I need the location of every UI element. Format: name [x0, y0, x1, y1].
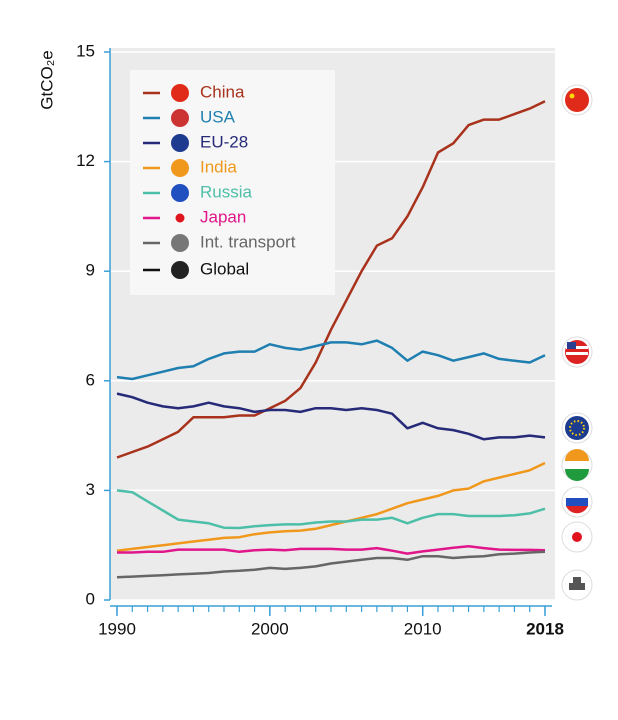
- legend-icon: [171, 109, 189, 127]
- legend-label: Global: [200, 259, 249, 278]
- flag-china: [561, 84, 593, 116]
- legend-icon: [171, 84, 189, 102]
- y-axis-label: GtCO₂e: [37, 50, 56, 110]
- legend-icon: [171, 159, 189, 177]
- series-line: [116, 339, 546, 381]
- series-line: [116, 489, 546, 530]
- legend-label: Japan: [200, 207, 246, 226]
- x-tick-label: 2000: [251, 619, 289, 638]
- flag-russia: [561, 486, 593, 518]
- legend-label: EU-28: [200, 132, 248, 151]
- legend-label: Int. transport: [200, 232, 296, 251]
- series-line: [116, 100, 546, 459]
- lines: [116, 100, 546, 579]
- x-tick-label: 2018: [526, 619, 564, 638]
- y-tick-label: 6: [86, 370, 95, 389]
- series-line: [116, 392, 546, 441]
- y-tick-label: 3: [86, 480, 95, 499]
- x-tick-label: 2010: [404, 619, 442, 638]
- icon-transport: [561, 569, 593, 601]
- legend-label: Russia: [200, 182, 253, 201]
- x-tick-label: 1990: [98, 619, 136, 638]
- y-tick-label: 9: [86, 261, 95, 280]
- y-tick-label: 12: [76, 151, 95, 170]
- series-line: [116, 550, 546, 579]
- flag-japan: [561, 521, 593, 553]
- y-tick-label: 0: [86, 589, 95, 608]
- flag-india: [561, 449, 593, 481]
- legend-label: USA: [200, 107, 236, 126]
- flag-eu: [561, 412, 593, 444]
- flag-usa: [561, 336, 593, 368]
- y-tick-label: 15: [76, 41, 95, 60]
- legend-icon: [171, 234, 189, 252]
- legend-icon: [175, 213, 185, 223]
- legend-icon: [171, 261, 189, 279]
- legend-label: India: [200, 157, 237, 176]
- legend-label: China: [200, 82, 245, 101]
- end-flags: [561, 84, 593, 601]
- legend-box: [130, 70, 335, 295]
- legend-icon: [171, 184, 189, 202]
- series-line: [117, 545, 546, 555]
- legend-icon: [171, 134, 189, 152]
- series-line: [116, 461, 546, 552]
